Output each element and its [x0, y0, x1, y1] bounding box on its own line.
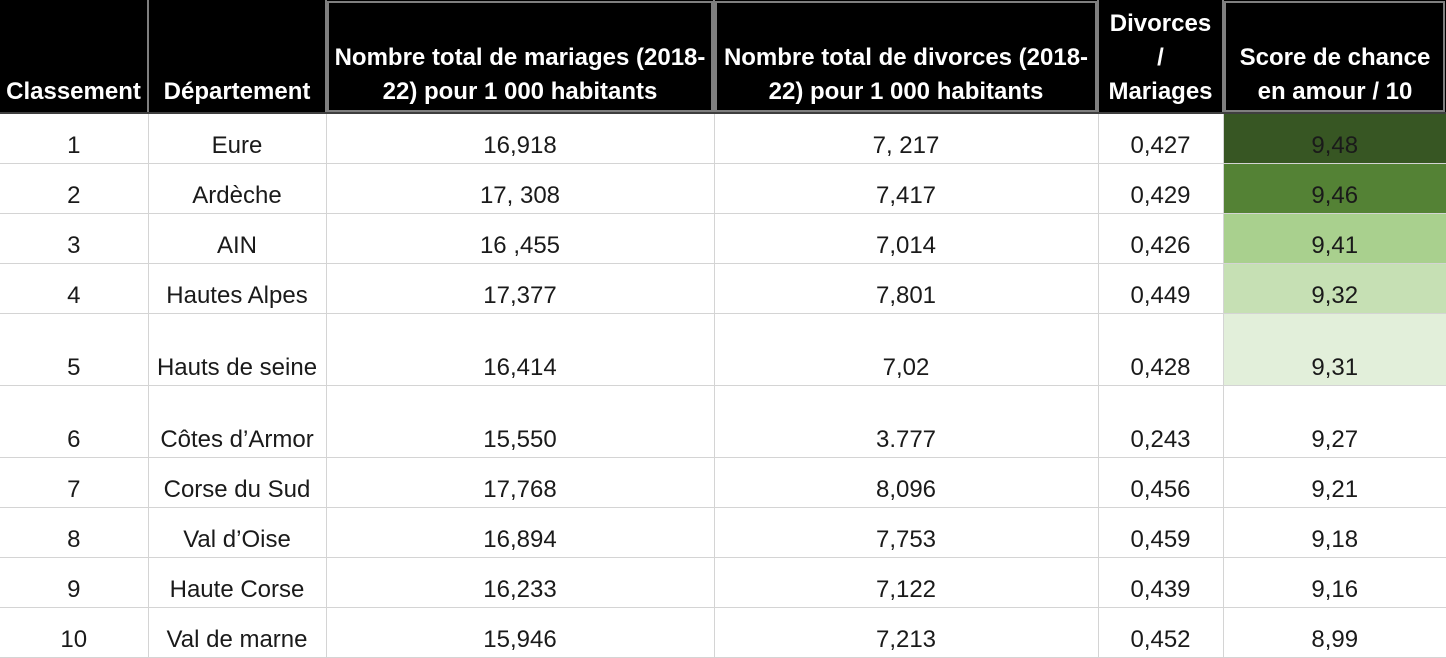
cell-marriages: 16,414 — [326, 313, 715, 386]
cell-department: AIN — [148, 213, 327, 264]
cell-divorces: 7,02 — [714, 313, 1099, 386]
table-row: 4 Hautes Alpes 17,377 7,801 0,449 9,32 — [0, 263, 1446, 314]
header-department: Département — [148, 0, 327, 114]
cell-ratio: 0,243 — [1098, 385, 1224, 458]
cell-ratio: 0,459 — [1098, 507, 1224, 558]
cell-department: Haute Corse — [148, 557, 327, 608]
cell-rank: 5 — [0, 313, 149, 386]
header-divorces: Nombre total de divorces (2018-22) pour … — [714, 0, 1099, 114]
cell-department: Val d’Oise — [148, 507, 327, 558]
table-row: 6 Côtes d’Armor 15,550 3.777 0,243 9,27 — [0, 385, 1446, 458]
cell-score: 9,32 — [1223, 263, 1446, 314]
cell-marriages: 15,550 — [326, 385, 715, 458]
cell-divorces: 7,213 — [714, 607, 1099, 658]
cell-ratio: 0,449 — [1098, 263, 1224, 314]
cell-divorces: 7,801 — [714, 263, 1099, 314]
header-ratio-line2: / — [1157, 44, 1164, 71]
table-row: 3 AIN 16 ,455 7,014 0,426 9,41 — [0, 213, 1446, 264]
cell-ratio: 0,439 — [1098, 557, 1224, 608]
cell-marriages: 17,768 — [326, 457, 715, 508]
table-row: 1 Eure 16,918 7, 217 0,427 9,48 — [0, 113, 1446, 164]
table-row: 7 Corse du Sud 17,768 8,096 0,456 9,21 — [0, 457, 1446, 508]
cell-department: Corse du Sud — [148, 457, 327, 508]
header-marriages: Nombre total de mariages (2018-22) pour … — [326, 0, 715, 114]
cell-ratio: 0,452 — [1098, 607, 1224, 658]
cell-rank: 6 — [0, 385, 149, 458]
cell-marriages: 16 ,455 — [326, 213, 715, 264]
cell-department: Côtes d’Armor — [148, 385, 327, 458]
header-score: Score de chance en amour / 10 — [1223, 0, 1446, 114]
cell-score: 8,99 — [1223, 607, 1446, 658]
cell-score: 9,21 — [1223, 457, 1446, 508]
cell-divorces: 8,096 — [714, 457, 1099, 508]
cell-score: 9,16 — [1223, 557, 1446, 608]
cell-rank: 7 — [0, 457, 149, 508]
header-ratio-line1: Divorces — [1109, 10, 1212, 37]
cell-divorces: 3.777 — [714, 385, 1099, 458]
cell-ratio: 0,429 — [1098, 163, 1224, 214]
table-row: 8 Val d’Oise 16,894 7,753 0,459 9,18 — [0, 507, 1446, 558]
cell-divorces: 7,417 — [714, 163, 1099, 214]
cell-rank: 3 — [0, 213, 149, 264]
cell-divorces: 7,014 — [714, 213, 1099, 264]
cell-ratio: 0,427 — [1098, 113, 1224, 164]
table-row: 2 Ardèche 17, 308 7,417 0,429 9,46 — [0, 163, 1446, 214]
table-body: 1 Eure 16,918 7, 217 0,427 9,48 2 Ardèche 17, 30… — [0, 113, 1446, 658]
cell-rank: 8 — [0, 507, 149, 558]
cell-score: 9,27 — [1223, 385, 1446, 458]
header-rank: Classement — [0, 0, 149, 114]
header-ratio: Divorces / Mariages — [1098, 0, 1224, 114]
table-header: Classement Département Nombre total de m… — [0, 0, 1446, 114]
cell-department: Eure — [148, 113, 327, 164]
table-row: 10 Val de marne 15,946 7,213 0,452 8,99 — [0, 607, 1446, 658]
cell-marriages: 17, 308 — [326, 163, 715, 214]
cell-score: 9,18 — [1223, 507, 1446, 558]
cell-score: 9,48 — [1223, 113, 1446, 164]
cell-ratio: 0,428 — [1098, 313, 1224, 386]
cell-ratio: 0,426 — [1098, 213, 1224, 264]
header-ratio-line3: Mariages — [1108, 78, 1213, 105]
cell-department: Val de marne — [148, 607, 327, 658]
cell-rank: 10 — [0, 607, 149, 658]
cell-rank: 1 — [0, 113, 149, 164]
cell-marriages: 16,233 — [326, 557, 715, 608]
cell-rank: 9 — [0, 557, 149, 608]
cell-marriages: 16,894 — [326, 507, 715, 558]
table-row: 5 Hauts de seine 16,414 7,02 0,428 9,31 — [0, 313, 1446, 386]
table-row: 9 Haute Corse 16,233 7,122 0,439 9,16 — [0, 557, 1446, 608]
cell-score: 9,41 — [1223, 213, 1446, 264]
cell-marriages: 17,377 — [326, 263, 715, 314]
cell-marriages: 15,946 — [326, 607, 715, 658]
cell-rank: 4 — [0, 263, 149, 314]
cell-rank: 2 — [0, 163, 149, 214]
cell-marriages: 16,918 — [326, 113, 715, 164]
cell-department: Hauts de seine — [148, 313, 327, 386]
cell-score: 9,46 — [1223, 163, 1446, 214]
cell-divorces: 7,122 — [714, 557, 1099, 608]
cell-divorces: 7,753 — [714, 507, 1099, 558]
cell-divorces: 7, 217 — [714, 113, 1099, 164]
cell-department: Ardèche — [148, 163, 327, 214]
header-row: Classement Département Nombre total de m… — [0, 0, 1446, 114]
cell-score: 9,31 — [1223, 313, 1446, 386]
cell-department: Hautes Alpes — [148, 263, 327, 314]
cell-ratio: 0,456 — [1098, 457, 1224, 508]
